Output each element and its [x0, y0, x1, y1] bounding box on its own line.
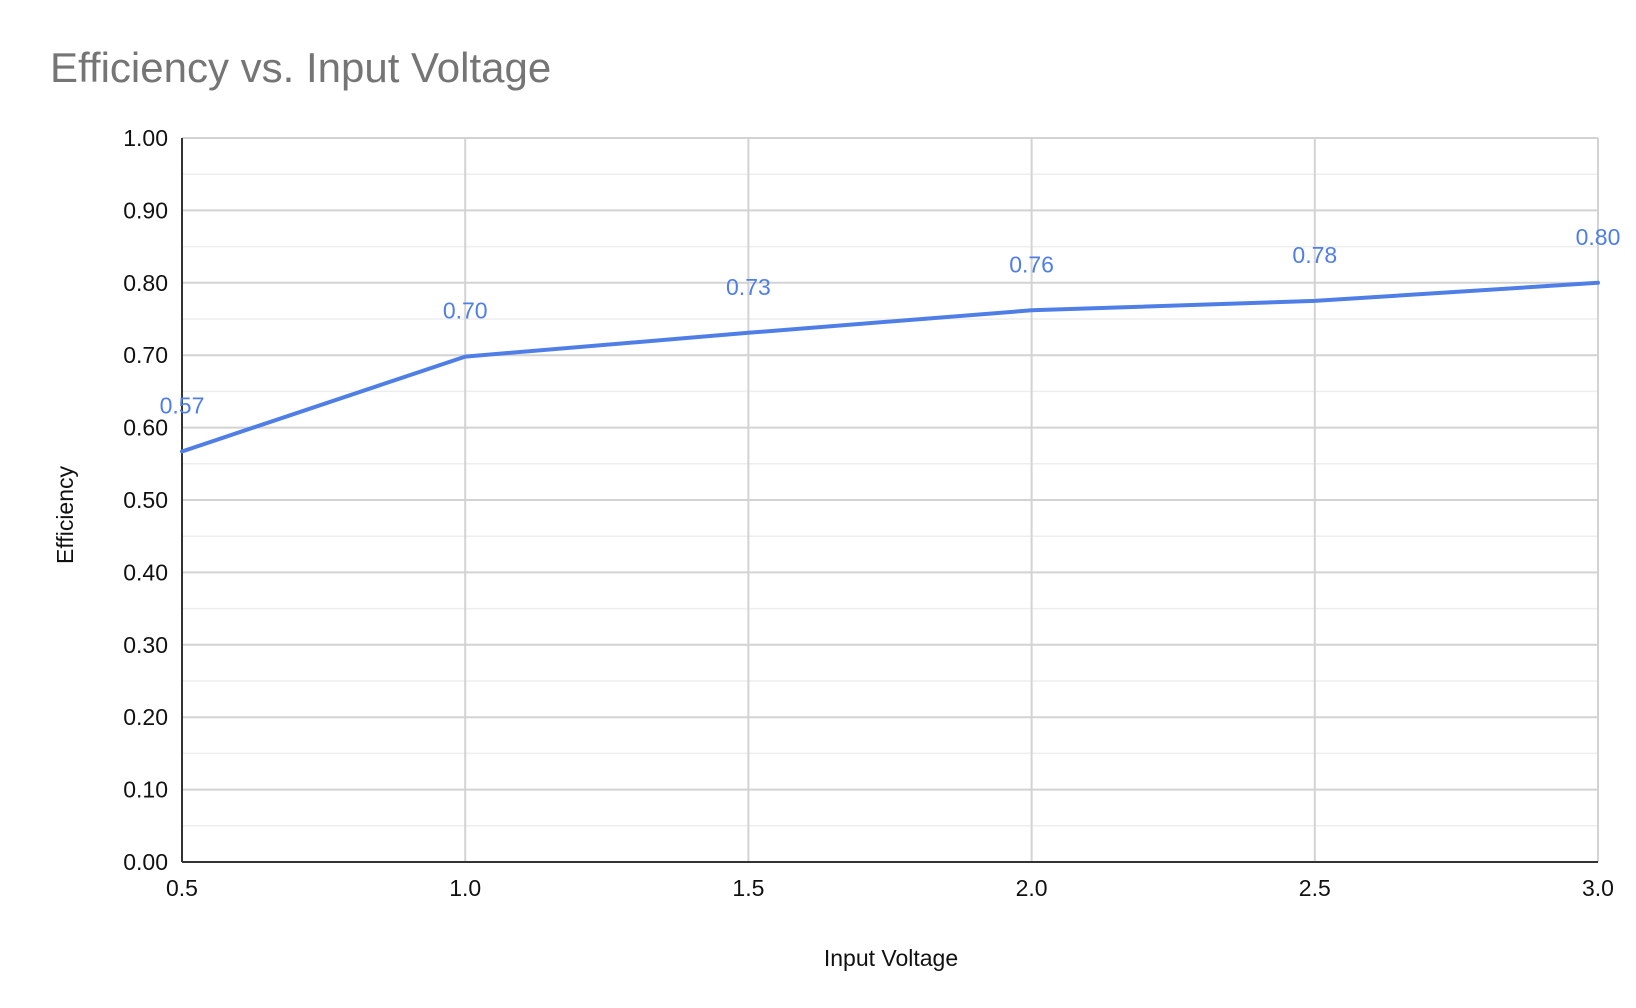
y-tick-label: 0.60 — [123, 415, 168, 441]
data-label: 0.73 — [726, 274, 771, 300]
x-tick-label: 3.0 — [1582, 875, 1614, 901]
x-axis-title: Input Voltage — [824, 945, 958, 971]
y-tick-label: 0.90 — [123, 197, 168, 223]
series-line — [180, 280, 1600, 454]
chart-title: Efficiency vs. Input Voltage — [50, 44, 551, 91]
y-tick-label: 0.80 — [123, 270, 168, 296]
y-tick-label: 0.20 — [123, 704, 168, 730]
data-label: 0.78 — [1292, 242, 1337, 268]
y-tick-label: 0.00 — [123, 849, 168, 875]
data-label: 0.70 — [443, 298, 488, 324]
data-label: 0.80 — [1576, 224, 1621, 250]
y-tick-label: 0.70 — [123, 342, 168, 368]
data-label: 0.76 — [1009, 251, 1054, 277]
y-tick-label: 0.10 — [123, 777, 168, 803]
x-tick-label: 0.5 — [166, 875, 198, 901]
data-labels: 0.57 0.70 0.73 0.76 0.78 0.80 — [160, 224, 1621, 419]
x-tick-label: 1.5 — [732, 875, 764, 901]
y-tick-label: 0.50 — [123, 487, 168, 513]
data-label: 0.57 — [160, 392, 205, 418]
series-layer — [180, 280, 1600, 454]
axes: 0.00 0.10 0.20 0.30 0.40 0.50 0.60 0.70 0.80 0.90… — [123, 125, 1614, 901]
x-tick-label: 2.5 — [1299, 875, 1331, 901]
x-tick-label: 2.0 — [1016, 875, 1048, 901]
x-tick-label: 1.0 — [449, 875, 481, 901]
y-tick-label: 0.30 — [123, 632, 168, 658]
y-tick-label: 1.00 — [123, 125, 168, 151]
gridlines — [182, 137, 1599, 862]
y-tick-label: 0.40 — [123, 559, 168, 585]
y-axis-title: Efficiency — [52, 465, 78, 564]
